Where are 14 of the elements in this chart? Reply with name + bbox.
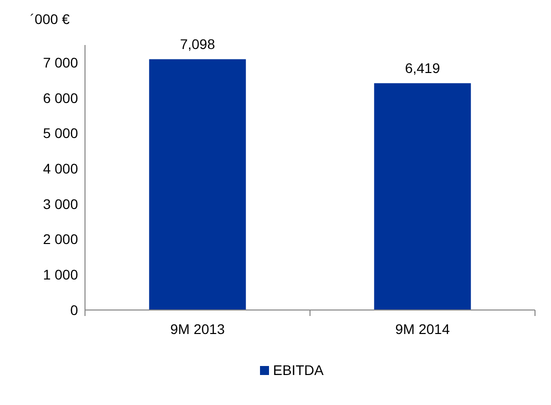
legend-label: EBITDA [273, 362, 324, 378]
y-tick-label: 0 [70, 302, 78, 318]
x-tick-label: 9M 2014 [395, 321, 450, 337]
y-axis-title: ´000 € [30, 11, 70, 27]
y-tick-label: 3 000 [42, 196, 78, 212]
y-tick-label: 7 000 [42, 54, 78, 71]
y-tick-label: 2 000 [42, 231, 78, 248]
data-label: 7,098 [180, 36, 216, 52]
y-tick-label: 6 000 [42, 90, 78, 106]
y-tick-label: 1 000 [42, 266, 78, 283]
data-label: 6,419 [404, 60, 440, 76]
y-tick-label: 4 000 [42, 160, 78, 177]
y-tick-label: 5 000 [42, 125, 78, 142]
x-tick-label: 9M 2013 [170, 321, 225, 337]
